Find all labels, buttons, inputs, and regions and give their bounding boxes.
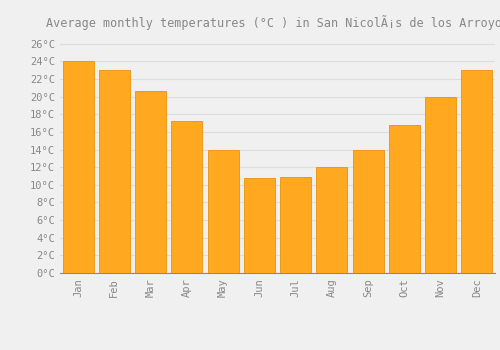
Bar	[135, 91, 166, 273]
Bar	[462, 70, 492, 273]
Bar	[99, 70, 130, 273]
Bar	[172, 120, 202, 273]
Bar	[352, 149, 384, 273]
Bar	[208, 149, 238, 273]
Bar	[280, 177, 311, 273]
Bar	[244, 178, 275, 273]
Bar	[425, 97, 456, 273]
Title: Average monthly temperatures (°C ) in San NicolÃ¡s de los Arroyos: Average monthly temperatures (°C ) in Sa…	[46, 15, 500, 30]
Bar	[389, 125, 420, 273]
Bar	[316, 167, 348, 273]
Bar	[62, 61, 94, 273]
